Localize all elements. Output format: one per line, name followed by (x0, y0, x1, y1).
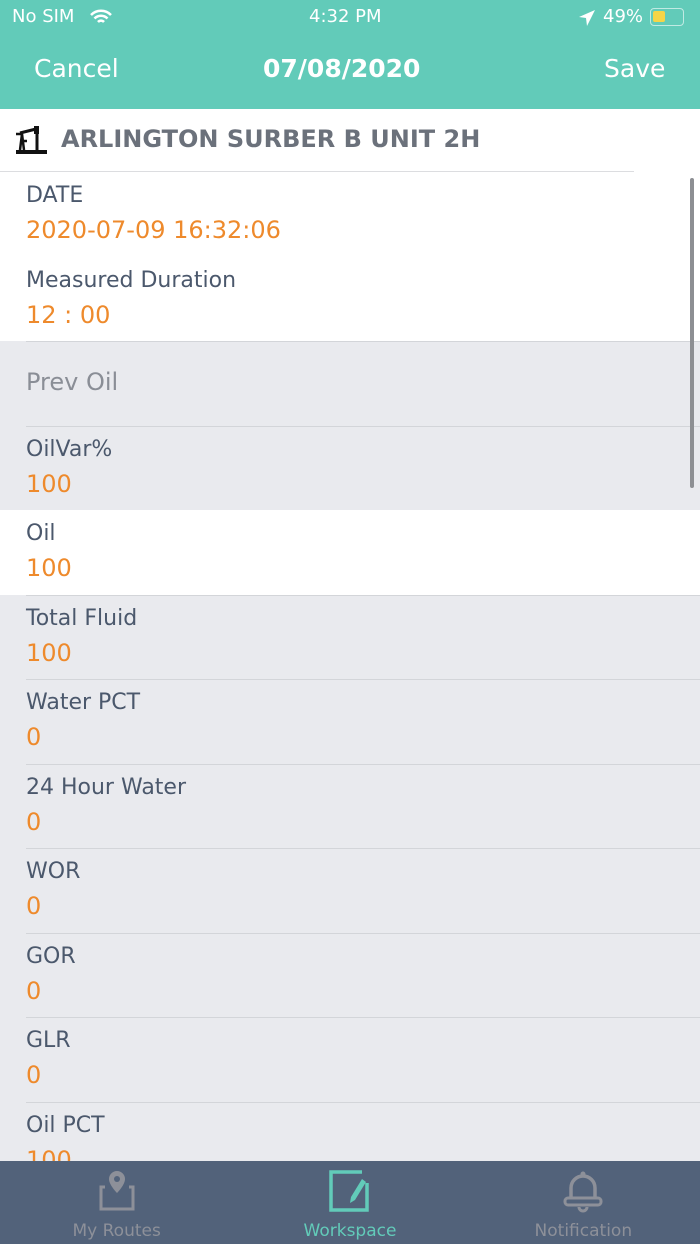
tab-notification[interactable]: Notification (467, 1161, 700, 1244)
page-title: 07/08/2020 (263, 54, 421, 83)
field-label: DATE (26, 183, 84, 208)
field-label: GOR (26, 943, 76, 969)
field-value[interactable]: 100 (26, 554, 72, 582)
carrier: No SIM (12, 6, 75, 27)
divider (26, 848, 700, 849)
field-label: OilVar% (26, 436, 113, 462)
field-row[interactable]: Measured Duration 12 : 00 (0, 256, 700, 342)
field-value[interactable]: 100 (26, 469, 72, 498)
clock: 4:32 PM (309, 6, 382, 27)
field-list: DATE 2020-07-09 16:32:06 Measured Duration… (0, 172, 700, 1187)
field-value[interactable]: 0 (26, 892, 42, 920)
field-value[interactable]: 0 (26, 1061, 42, 1089)
tab-bar: My Routes Workspace Notification (0, 1161, 700, 1244)
field-value[interactable]: 0 (26, 807, 42, 836)
field-label: WOR (26, 859, 81, 884)
edit-icon (329, 1170, 369, 1212)
well-header: ARLINGTON SURBER B UNIT 2H (0, 109, 700, 172)
field-row[interactable]: GOR 0 (0, 933, 700, 1018)
field-row[interactable]: Prev Oil (0, 341, 700, 427)
wifi-icon (90, 9, 112, 23)
tab-my-routes[interactable]: My Routes (0, 1161, 233, 1244)
tab-workspace[interactable]: Workspace (233, 1161, 466, 1244)
divider (26, 932, 700, 934)
field-row[interactable]: 24 Hour Water 0 (0, 764, 700, 849)
field-label: 24 Hour Water (26, 774, 187, 800)
field-row[interactable]: Water PCT 0 (0, 679, 700, 765)
field-label: Prev Oil (26, 368, 119, 396)
battery-icon (650, 8, 684, 26)
pumpjack-icon (16, 126, 47, 154)
tab-label: Workspace (303, 1221, 397, 1241)
tab-label: My Routes (72, 1221, 161, 1241)
divider (26, 1017, 700, 1018)
field-row[interactable]: Oil 100 (0, 510, 700, 596)
field-value[interactable]: 2020-07-09 16:32:06 (26, 216, 281, 244)
field-label: Oil (26, 521, 56, 546)
divider (0, 171, 634, 172)
divider (26, 594, 700, 596)
field-label: Oil PCT (26, 1112, 105, 1138)
cancel-button[interactable]: Cancel (34, 54, 119, 83)
field-label: Water PCT (26, 690, 141, 715)
battery-percent: 49% (603, 6, 644, 27)
divider (26, 1101, 700, 1103)
field-value[interactable]: 12 : 00 (26, 300, 111, 329)
field-row[interactable]: WOR 0 (0, 848, 700, 934)
field-row[interactable]: OilVar% 100 (0, 426, 700, 511)
save-button[interactable]: Save (604, 54, 666, 83)
bell-icon (563, 1171, 603, 1213)
field-row[interactable]: GLR 0 (0, 1017, 700, 1103)
field-row[interactable]: DATE 2020-07-09 16:32:06 (0, 172, 700, 258)
divider (26, 679, 700, 680)
map-pin-icon (99, 1171, 135, 1211)
scrollbar[interactable] (690, 178, 694, 488)
location-arrow-icon (579, 10, 595, 26)
field-label: Measured Duration (26, 267, 237, 293)
field-row[interactable]: Total Fluid 100 (0, 595, 700, 680)
divider (26, 341, 700, 342)
field-value[interactable]: 100 (26, 638, 72, 667)
field-value[interactable]: 0 (26, 723, 42, 751)
field-label: Total Fluid (26, 605, 138, 631)
field-label: GLR (26, 1028, 71, 1053)
divider (26, 763, 700, 765)
tab-label: Notification (534, 1221, 633, 1241)
header: No SIM 4:32 PM 49% Cancel 07/08/2020 Sav… (0, 0, 700, 109)
divider (26, 425, 700, 427)
field-value[interactable]: 0 (26, 976, 42, 1005)
well-name: ARLINGTON SURBER B UNIT 2H (61, 125, 481, 153)
